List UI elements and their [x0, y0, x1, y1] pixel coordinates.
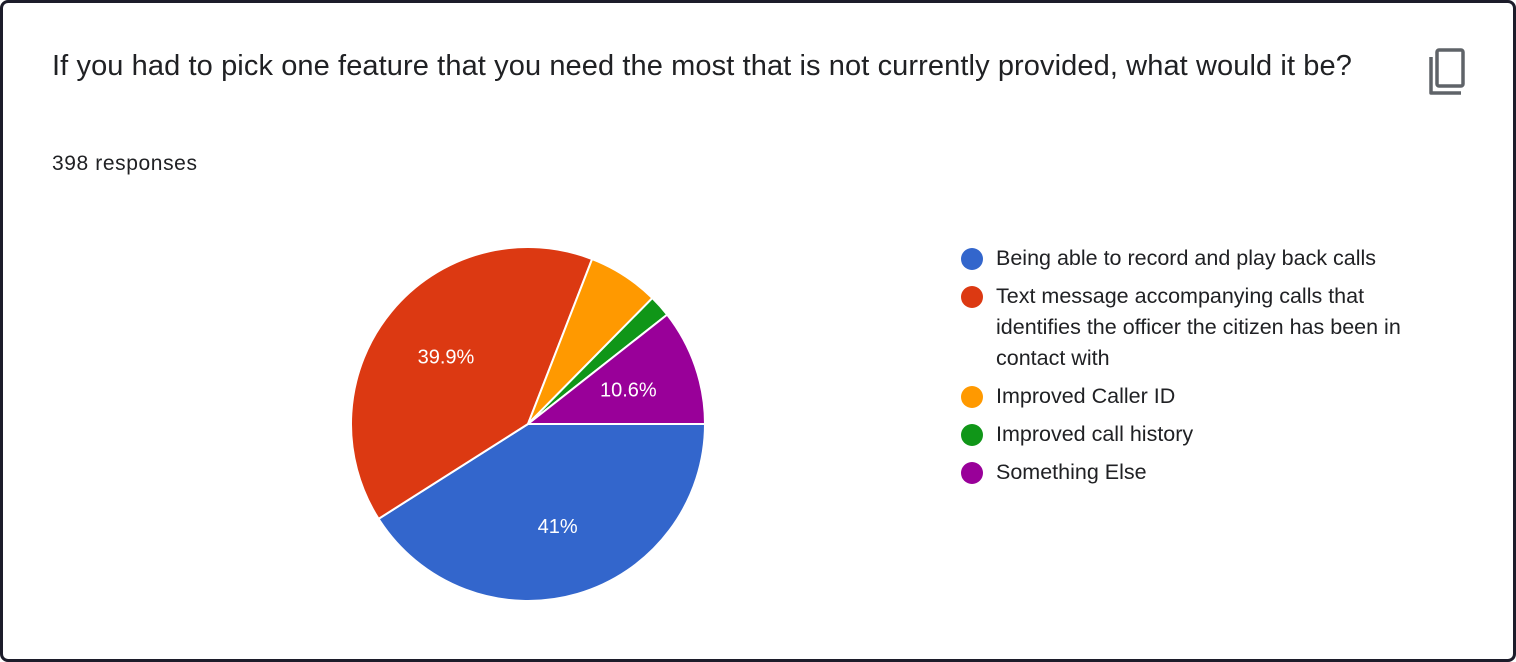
- legend-label: Text message accompanying calls that ide…: [996, 284, 1401, 370]
- slice-label-1: 41%: [538, 516, 578, 538]
- legend-label: Improved call history: [996, 422, 1194, 446]
- pie-chart: 41% 39.9% 10.6%: [350, 245, 707, 602]
- legend-item-4[interactable]: Improved call history: [961, 419, 1441, 450]
- legend-swatch: [961, 286, 983, 308]
- copy-icon: [1429, 48, 1465, 95]
- legend-item-3[interactable]: Improved Caller ID: [961, 381, 1441, 412]
- legend-item-2[interactable]: Text message accompanying calls that ide…: [961, 281, 1441, 374]
- legend-swatch: [961, 424, 983, 446]
- pie-slice-2[interactable]: [350, 245, 594, 521]
- copy-chart-button[interactable]: [1417, 43, 1473, 99]
- slice-label-5: 10.6%: [600, 379, 657, 401]
- question-title: If you had to pick one feature that you …: [52, 50, 1352, 82]
- slice-label-2: 39.9%: [418, 347, 475, 369]
- legend-swatch: [961, 462, 983, 484]
- pie-slice-1[interactable]: [377, 423, 707, 602]
- legend-label: Improved Caller ID: [996, 384, 1176, 408]
- legend-label: Something Else: [996, 460, 1147, 484]
- response-count: 398 responses: [52, 152, 198, 175]
- legend-swatch: [961, 248, 983, 270]
- legend-item-1[interactable]: Being able to record and play back calls: [961, 243, 1441, 274]
- pie-slice-5[interactable]: [525, 313, 707, 425]
- chart-legend: Being able to record and play back calls…: [961, 243, 1441, 495]
- legend-swatch: [961, 386, 983, 408]
- legend-label: Being able to record and play back calls: [996, 246, 1377, 270]
- legend-item-5[interactable]: Something Else: [961, 457, 1441, 488]
